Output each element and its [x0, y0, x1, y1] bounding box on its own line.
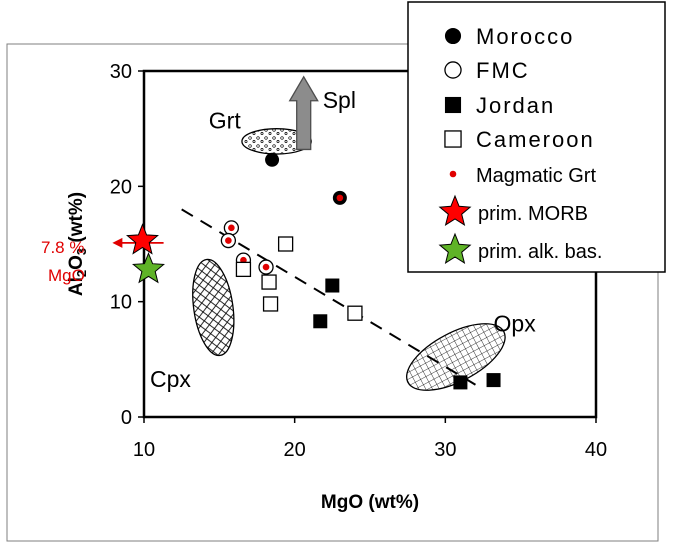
point-cameroon [235, 261, 252, 278]
x-tick-label: 10 [133, 439, 155, 461]
legend-marker-cameroon [444, 130, 462, 148]
y-tick-label: 20 [110, 176, 132, 198]
annotation-line1: 7.8 % [41, 238, 84, 257]
legend-label-alkbas: prim. alk. bas. [478, 241, 602, 263]
mineral-fields: Grt Cpx Opx [150, 108, 537, 392]
point-cameroon [262, 296, 279, 312]
annotation-arrow-head [112, 237, 123, 248]
field-label-cpx: Cpx [150, 366, 191, 392]
y-axis-title-b: O [66, 255, 87, 270]
x-axis-title: MgO (wt%) [321, 492, 419, 513]
y-axis-title: Al2O3 (wt%) [66, 192, 89, 296]
point-magmatic-grt [228, 224, 235, 232]
annotation-line2: MgO [48, 266, 85, 285]
point-magmatic-grt [336, 194, 344, 202]
legend-label-magmatic: Magmatic Grt [476, 165, 596, 187]
point-magmatic-grt [262, 263, 270, 271]
y-axis-title-a: Al [66, 277, 87, 296]
data-points [126, 152, 501, 390]
point-magmatic-grt [225, 237, 232, 244]
legend-marker-alkbas [438, 232, 472, 264]
legend-label-jordan: Jordan [476, 93, 555, 118]
point-jordan [325, 278, 340, 293]
legend-label-morocco: Morocco [476, 24, 574, 49]
field-cpx [192, 258, 235, 357]
legend-label-fmc: FMC [476, 58, 530, 83]
point-morocco [265, 152, 280, 167]
legend-label-morb: prim. MORB [478, 203, 588, 225]
legend-marker-morocco [444, 27, 462, 45]
point-prim-alk-bas [132, 252, 165, 284]
point-jordan [313, 314, 328, 329]
y-tick-label: 10 [110, 292, 132, 314]
x-tick-label: 20 [284, 439, 306, 461]
y-axis-title-c: (wt%) [66, 192, 87, 248]
legend-label-cameroon: Cameroon [476, 127, 595, 152]
field-label-grt: Grt [209, 108, 242, 134]
legend-marker-fmc [444, 61, 462, 79]
field-label-opx: Opx [494, 311, 537, 337]
y-tick-label: 30 [110, 61, 132, 83]
y-tick-label: 0 [121, 407, 132, 429]
spinel-arrow: Spl [288, 75, 356, 151]
y-axis-title-sub1: 2 [74, 270, 89, 277]
point-prim-morb [126, 223, 159, 255]
spinel-arrow-shape [288, 75, 319, 151]
legend-marker-jordan [444, 96, 462, 114]
point-jordan [486, 373, 501, 388]
point-cameroon [277, 236, 294, 252]
mgo-annotation: 7.8 % MgO [41, 237, 164, 285]
y-axis-title-sub2: 3 [74, 248, 89, 255]
legend: Morocco FMC Jordan Cameroon Magmatic Grt prim… [407, 1, 666, 273]
point-cameroon [261, 274, 277, 290]
point-cameroon [347, 305, 363, 321]
x-tick-label: 30 [434, 439, 456, 461]
legend-marker-magmatic [449, 170, 457, 178]
point-jordan [453, 375, 468, 390]
x-tick-label: 40 [585, 439, 607, 461]
spinel-label: Spl [323, 87, 356, 113]
legend-marker-morb [438, 194, 472, 226]
